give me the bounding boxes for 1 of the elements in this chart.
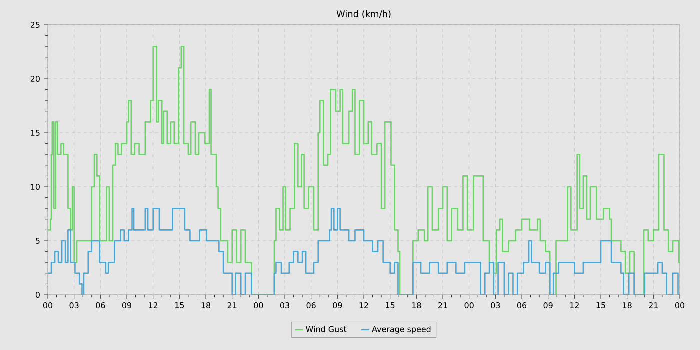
chart-title: Wind (km/h): [336, 10, 391, 19]
